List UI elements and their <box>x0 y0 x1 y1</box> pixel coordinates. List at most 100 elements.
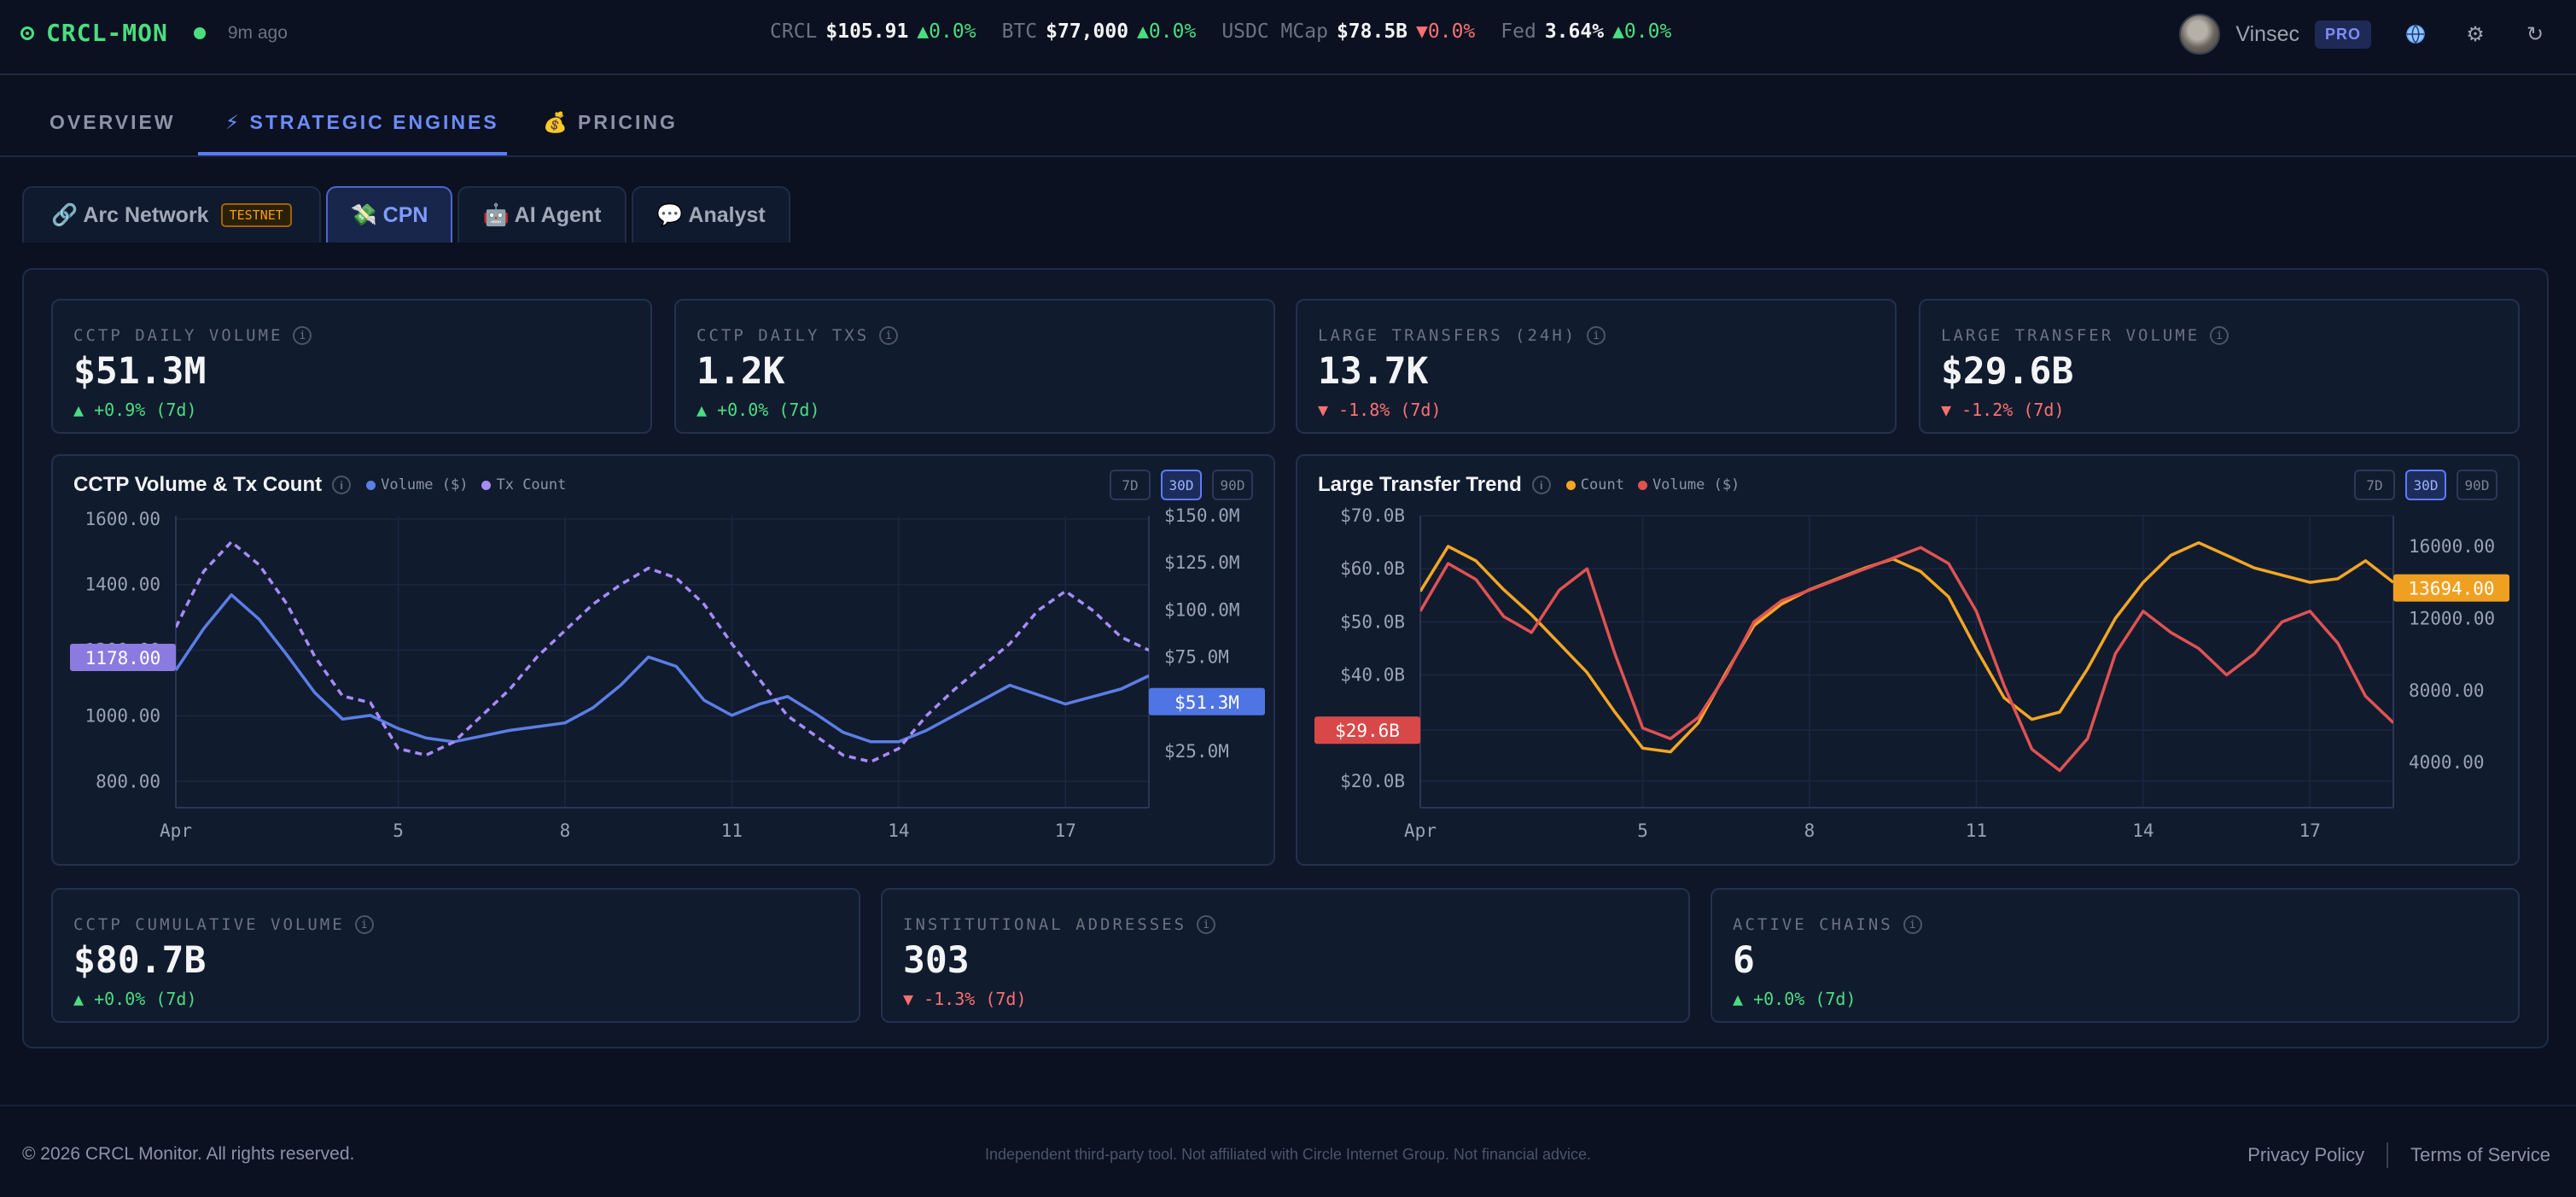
range-90d-button[interactable]: 90D <box>2457 470 2497 500</box>
y-tick-label-right: $100.0M <box>1164 599 1240 620</box>
stat-label: LARGE TRANSFERS (24H) <box>1318 326 1577 345</box>
x-tick-label: 17 <box>2299 820 2321 841</box>
y-tick-label-left: $50.0B <box>1340 611 1405 632</box>
stat-value: 13.7K <box>1318 350 1429 393</box>
ticker-symbol: Fed <box>1501 20 1536 43</box>
subtab-ai-agent[interactable]: 🤖 AI Agent <box>458 186 627 242</box>
stat-card-cctp-cumulative-volume: CCTP CUMULATIVE VOLUME i $80.7B ▲ +0.0% (… <box>51 888 860 1023</box>
avatar[interactable] <box>2179 14 2221 55</box>
globe-icon[interactable] <box>2400 19 2431 50</box>
y-tick-label-left: 800.00 <box>96 771 160 791</box>
chart-card-cctp: CCTP Volume & Tx Count i Volume ($) Tx C… <box>51 454 1275 866</box>
stat-change: ▲ +0.0% (7d) <box>73 989 197 1009</box>
legend-swatch <box>1565 480 1576 490</box>
legend-item[interactable]: Volume ($) <box>1637 476 1740 493</box>
legend-item[interactable]: Tx Count <box>481 476 566 493</box>
gear-icon[interactable]: ⚙ <box>2466 22 2485 46</box>
legend-label: Tx Count <box>496 476 567 493</box>
y-tick-label-right: $125.0M <box>1164 552 1240 573</box>
ticker-btc: BTC $77,000 ▲0.0% <box>1002 20 1197 43</box>
info-icon[interactable]: i <box>879 326 899 345</box>
brand-name: CRCL-MON <box>46 19 168 47</box>
tab-strategic-engines[interactable]: ⚡ STRATEGIC ENGINES <box>225 111 499 133</box>
range-30d-button[interactable]: 30D <box>1161 470 1202 500</box>
series-group <box>1420 540 2393 773</box>
y-tick-label-left: 1400.00 <box>85 575 160 595</box>
info-icon[interactable]: i <box>1197 915 1216 934</box>
brand[interactable]: CRCL-MON 9m ago <box>20 19 288 47</box>
stat-value: $51.3M <box>73 350 207 393</box>
info-icon[interactable]: i <box>1531 476 1551 494</box>
x-tick-label: 11 <box>721 820 743 841</box>
subtab-analyst[interactable]: 💬 Analyst <box>632 186 790 242</box>
info-icon[interactable]: i <box>1587 326 1606 345</box>
info-icon[interactable]: i <box>332 476 352 494</box>
range-selector: 7D 30D 90D <box>2354 470 2497 500</box>
user-area: Vinsec PRO ⚙ ↻ <box>2179 14 2550 55</box>
stat-card-cctp-daily-txs: CCTP DAILY TXS i 1.2K ▲ +0.0% (7d) <box>674 299 1275 434</box>
ticker-symbol: BTC <box>1001 20 1038 43</box>
range-7d-button[interactable]: 7D <box>1110 470 1151 500</box>
range-90d-button[interactable]: 90D <box>1212 470 1253 500</box>
tab-pricing[interactable]: 💰 PRICING <box>543 111 678 133</box>
copyright: © 2026 CRCL Monitor. All rights reserved… <box>22 1144 355 1164</box>
footer-links: Privacy Policy Terms of Service <box>2247 1142 2550 1168</box>
current-value-badge-left <box>1314 716 1420 744</box>
refresh-icon[interactable]: ↻ <box>2526 22 2544 46</box>
subtab-cpn[interactable]: 💸 CPN <box>326 186 452 242</box>
series-line-volume <box>1420 546 2393 773</box>
ticker-change: ▲0.0% <box>1137 20 1197 43</box>
current-value-badge-right <box>1149 687 1265 715</box>
info-icon[interactable]: i <box>1903 915 1922 934</box>
series-line-count <box>1420 540 2393 754</box>
current-value-label-left: 1178.00 <box>85 648 161 669</box>
range-30d-button[interactable]: 30D <box>2405 470 2446 500</box>
footer: © 2026 CRCL Monitor. All rights reserved… <box>0 1105 2576 1197</box>
large-transfer-trend-chart[interactable]: $20.0B $29.6B $40.0B $50.0B $60.0B $70.0B 4000… <box>1297 456 2521 867</box>
legend-item[interactable]: Volume ($) <box>366 476 468 493</box>
chart-legend: Count Volume ($) <box>1565 476 1740 493</box>
ticker-usdc-mcap: USDC MCap $78.5B ▼0.0% <box>1221 20 1475 43</box>
y-tick-label-right: $25.0M <box>1164 741 1229 762</box>
stat-change: ▼ -1.8% (7d) <box>1318 400 1442 420</box>
ticker-price: $77,000 <box>1046 20 1129 43</box>
stat-label: CCTP DAILY VOLUME <box>73 326 283 345</box>
range-7d-button[interactable]: 7D <box>2354 470 2395 500</box>
info-icon[interactable]: i <box>293 326 312 345</box>
subtab-label: 🔗 Arc Network <box>51 202 209 227</box>
terms-of-service-link[interactable]: Terms of Service <box>2410 1144 2550 1165</box>
y-tick-label-left: $70.0B <box>1340 505 1405 526</box>
brand-logo-icon <box>20 26 34 40</box>
x-tick-label: Apr <box>1404 820 1437 841</box>
y-tick-label-left: 1000.00 <box>85 705 160 726</box>
stat-change: ▲ +0.0% (7d) <box>1733 989 1856 1009</box>
footer-divider <box>2387 1142 2389 1168</box>
series-group <box>176 540 1149 763</box>
stat-label: CCTP CUMULATIVE VOLUME <box>73 915 345 934</box>
ticker-fed: Fed 3.64% ▲0.0% <box>1501 20 1671 43</box>
cctp-volume-tx-chart[interactable]: 800.001000.001200.001400.001600.00$25.0M… <box>53 456 1277 867</box>
pro-badge: PRO <box>2314 20 2371 49</box>
main-tabs: OVERVIEW ⚡ STRATEGIC ENGINES 💰 PRICING <box>0 77 2576 157</box>
x-tick-label: 8 <box>1804 820 1815 841</box>
privacy-policy-link[interactable]: Privacy Policy <box>2247 1144 2365 1165</box>
stat-card-large-transfers: LARGE TRANSFERS (24H) i 13.7K ▼ -1.8% (7d… <box>1296 299 1897 434</box>
ticker-change: ▼0.0% <box>1416 20 1476 43</box>
x-tick-label: 11 <box>1966 820 1987 841</box>
live-status-icon <box>193 26 206 39</box>
top-bar: CRCL-MON 9m ago CRCL $105.91 ▲0.0% BTC $… <box>0 0 2576 75</box>
series-line-volume <box>176 593 1149 744</box>
ticker-change: ▲0.0% <box>1612 20 1672 43</box>
stat-change: ▲ +0.9% (7d) <box>73 400 197 420</box>
tab-overview[interactable]: OVERVIEW <box>50 111 176 133</box>
legend-item[interactable]: Count <box>1565 476 1624 493</box>
ticker-strip: CRCL $105.91 ▲0.0% BTC $77,000 ▲0.0% USD… <box>770 20 1671 43</box>
chart-legend: Volume ($) Tx Count <box>366 476 566 493</box>
user-name[interactable]: Vinsec <box>2235 21 2299 46</box>
y-tick-label-right: 12000.00 <box>2409 608 2495 628</box>
stat-value: 1.2K <box>696 350 785 393</box>
info-icon[interactable]: i <box>2210 326 2229 345</box>
info-icon[interactable]: i <box>354 915 374 934</box>
chart-card-large-transfers: Large Transfer Trend i Count Volume ($) … <box>1296 454 2520 866</box>
subtab-arc-network[interactable]: 🔗 Arc Network TESTNET <box>22 186 321 242</box>
